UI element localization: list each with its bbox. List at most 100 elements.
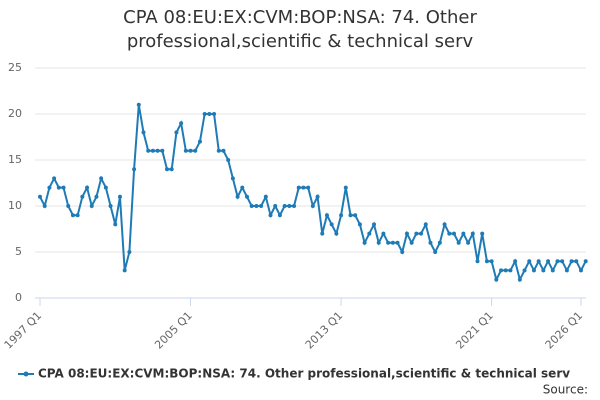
point	[306, 185, 311, 190]
point	[282, 204, 287, 208]
point	[70, 213, 75, 218]
point	[38, 194, 42, 199]
point	[315, 194, 320, 199]
point	[461, 231, 466, 236]
point	[484, 259, 489, 264]
x-tick-label: 1997 Q1	[2, 309, 45, 352]
source: Source:	[543, 383, 588, 397]
point	[339, 213, 344, 218]
point	[550, 268, 555, 273]
point	[320, 231, 325, 236]
line	[39, 104, 587, 283]
point	[423, 222, 428, 227]
point	[132, 167, 137, 172]
point	[244, 194, 249, 199]
point	[560, 259, 565, 264]
point	[99, 176, 104, 181]
x-tick-label: 2026 Q1	[543, 309, 586, 352]
point	[254, 204, 259, 208]
point	[113, 222, 118, 227]
point	[146, 148, 151, 153]
point	[122, 268, 127, 273]
point	[117, 194, 122, 199]
point	[470, 231, 475, 236]
point	[564, 268, 569, 273]
point	[513, 259, 518, 264]
point	[343, 185, 348, 190]
point	[103, 185, 108, 190]
point	[287, 204, 292, 208]
y-tick-label: 0	[15, 291, 22, 304]
point	[155, 148, 160, 153]
point	[451, 231, 456, 236]
point	[56, 185, 61, 190]
legend-label: CPA 08:EU:EX:CVM:BOP:NSA: 74. Other prof…	[38, 367, 570, 381]
point	[372, 222, 377, 227]
point	[277, 213, 282, 218]
point	[409, 240, 414, 245]
point	[268, 213, 273, 218]
x-tick-label: 2005 Q1	[152, 309, 195, 352]
x-tick-label: 2013 Q1	[303, 309, 346, 352]
point	[334, 231, 339, 236]
point	[579, 268, 583, 273]
point	[301, 185, 306, 190]
point	[357, 222, 362, 227]
point	[89, 204, 94, 208]
point	[390, 240, 395, 245]
point	[447, 231, 452, 236]
point	[230, 176, 235, 181]
point	[108, 204, 113, 208]
point	[42, 204, 47, 208]
point	[546, 259, 551, 264]
point	[310, 204, 315, 208]
point	[324, 213, 329, 218]
point	[400, 250, 405, 254]
point	[207, 112, 212, 116]
point	[136, 102, 141, 107]
point	[428, 240, 433, 245]
point	[193, 148, 198, 153]
point	[437, 240, 442, 245]
point	[249, 204, 254, 208]
point	[160, 148, 165, 153]
point	[235, 194, 240, 199]
point	[202, 112, 207, 116]
chart-title: CPA 08:EU:EX:CVM:BOP:NSA: 74. Other prof…	[123, 7, 477, 52]
point	[226, 158, 231, 162]
point	[569, 259, 574, 264]
point	[273, 204, 278, 208]
point	[376, 240, 381, 245]
point	[212, 112, 217, 116]
point	[348, 213, 353, 218]
point	[80, 194, 85, 199]
point	[47, 185, 52, 190]
point	[240, 185, 245, 190]
point	[52, 176, 57, 181]
point	[183, 148, 188, 153]
point	[395, 240, 400, 245]
y-tick-label: 20	[8, 107, 22, 120]
point	[292, 204, 297, 208]
x-tick-label: 2021 Q1	[453, 309, 496, 352]
point	[433, 250, 438, 254]
point	[94, 194, 99, 199]
point	[61, 185, 66, 190]
point	[541, 268, 546, 273]
point	[499, 268, 504, 273]
point	[174, 130, 179, 135]
point	[574, 259, 579, 264]
point	[362, 240, 367, 245]
point	[508, 268, 513, 273]
point	[66, 204, 71, 208]
point	[221, 148, 226, 153]
point	[179, 121, 184, 126]
point	[296, 185, 301, 190]
point	[414, 231, 419, 236]
point	[475, 259, 480, 264]
point	[531, 268, 536, 273]
point	[263, 194, 268, 199]
point	[404, 231, 409, 236]
point	[381, 231, 386, 236]
point	[197, 139, 202, 144]
